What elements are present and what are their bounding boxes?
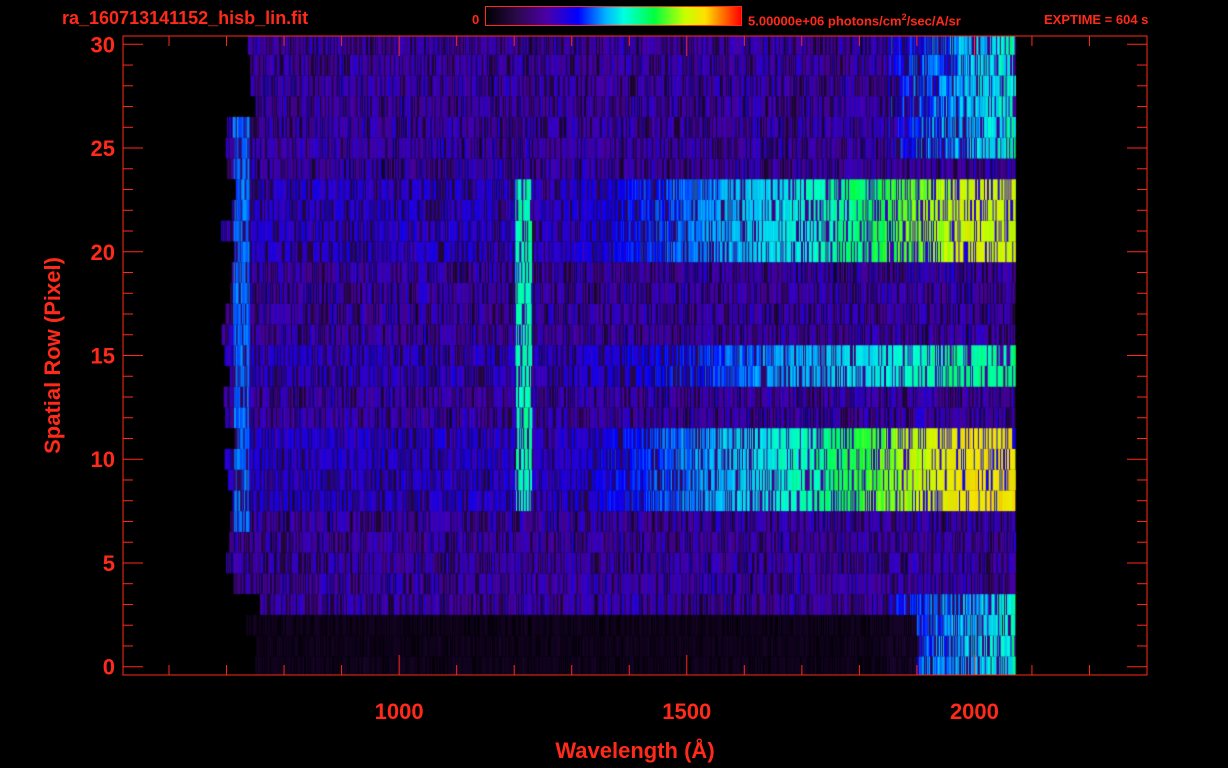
y-tick-label: 20 bbox=[91, 240, 115, 265]
exposure-time: EXPTIME = 604 s bbox=[1044, 12, 1149, 27]
heatmap-image bbox=[123, 36, 1147, 675]
y-tick-label: 30 bbox=[91, 32, 115, 57]
colorbar bbox=[485, 6, 742, 26]
colorbar-units-pre: 5.00000e+06 photons/cm bbox=[748, 13, 902, 29]
y-tick-label: 25 bbox=[91, 136, 115, 161]
colorbar-units-post: /sec/A/sr bbox=[906, 13, 961, 29]
colorbar-max-label: 5.00000e+06 photons/cm2/sec/A/sr bbox=[748, 12, 961, 28]
x-tick-label: 2000 bbox=[950, 699, 999, 724]
colorbar-min-label: 0 bbox=[472, 12, 480, 27]
file-title: ra_160713141152_hisb_lin.fit bbox=[62, 8, 309, 28]
y-tick-labels: 0 5 10 15 20 25 30 bbox=[91, 32, 115, 679]
x-tick-label: 1500 bbox=[662, 699, 711, 724]
x-tick-labels: 1000 1500 2000 bbox=[375, 699, 999, 724]
x-tick-label: 1000 bbox=[375, 699, 424, 724]
y-tick-label: 15 bbox=[91, 344, 115, 369]
axis-ticks bbox=[123, 36, 1147, 675]
y-tick-label: 5 bbox=[103, 551, 115, 576]
colorbar-units-exponent: 2 bbox=[901, 12, 907, 22]
y-tick-label: 0 bbox=[103, 655, 115, 680]
y-axis-title: Spatial Row (Pixel) bbox=[40, 257, 65, 454]
y-tick-label: 10 bbox=[91, 447, 115, 472]
x-axis-title: Wavelength (Å) bbox=[555, 737, 714, 763]
